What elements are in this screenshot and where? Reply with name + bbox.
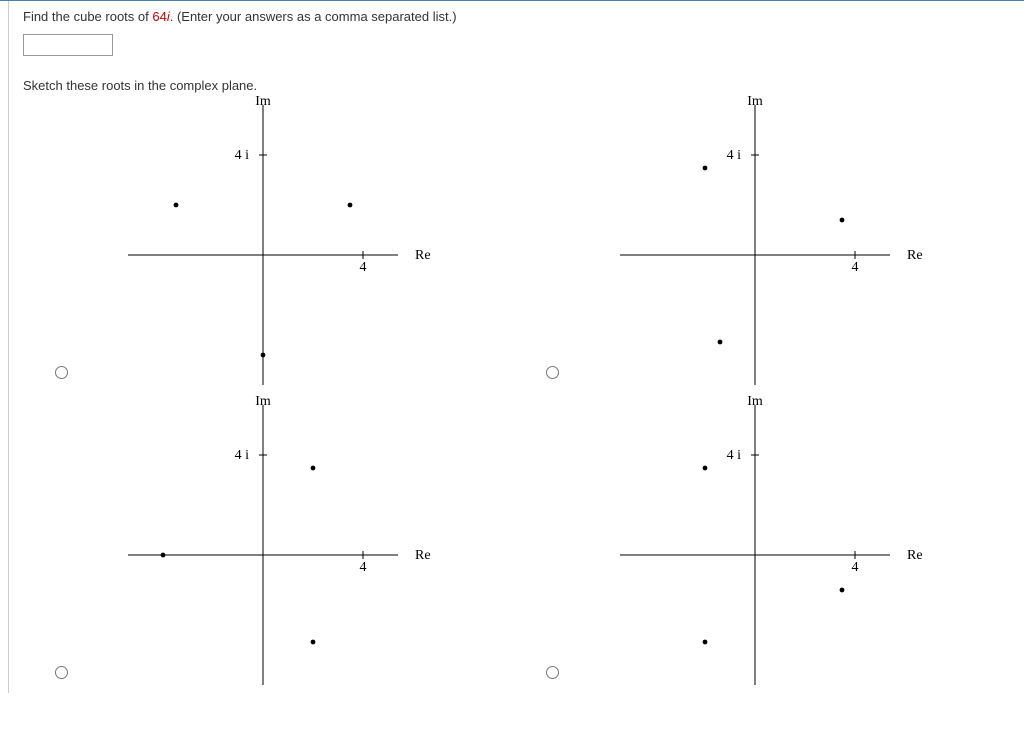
plot-radio-c[interactable] [55, 666, 68, 679]
svg-text:4: 4 [360, 260, 367, 275]
svg-text:4: 4 [851, 260, 858, 275]
svg-text:4: 4 [851, 560, 858, 575]
plot-radio-b[interactable] [546, 366, 559, 379]
svg-text:Re: Re [415, 548, 431, 563]
svg-text:Re: Re [415, 248, 431, 263]
answer-input[interactable] [23, 34, 113, 56]
plot-radio-d[interactable] [546, 666, 559, 679]
question-text: Find the cube roots of 64i. (Enter your … [23, 9, 1010, 24]
svg-text:Im: Im [255, 95, 271, 109]
complex-plane-plot-a: Im Re 4 4 i [93, 95, 519, 385]
question-suffix: . (Enter your answers as a comma separat… [170, 9, 457, 24]
complex-plane-plot-d: Im Re 4 4 i [585, 395, 1011, 685]
svg-text:4 i: 4 i [235, 148, 250, 163]
plot-radio-a[interactable] [55, 366, 68, 379]
svg-text:4 i: 4 i [726, 148, 741, 163]
plots-grid: Im Re 4 4 i Im Re 4 4 i Im Re 4 4 i Im Re 4 4 i [47, 95, 1010, 685]
svg-text:4 i: 4 i [726, 448, 741, 463]
sketch-instruction: Sketch these roots in the complex plane. [23, 78, 1010, 93]
svg-text:Re: Re [907, 248, 923, 263]
question-expr-num: 64 [152, 9, 166, 24]
svg-text:Im: Im [747, 395, 763, 409]
complex-plane-plot-b: Im Re 4 4 i [585, 95, 1011, 385]
svg-text:Im: Im [255, 395, 271, 409]
svg-text:Re: Re [907, 548, 923, 563]
question-prefix: Find the cube roots of [23, 9, 152, 24]
svg-text:Im: Im [747, 95, 763, 109]
svg-text:4: 4 [360, 560, 367, 575]
complex-plane-plot-c: Im Re 4 4 i [93, 395, 519, 685]
svg-text:4 i: 4 i [235, 448, 250, 463]
